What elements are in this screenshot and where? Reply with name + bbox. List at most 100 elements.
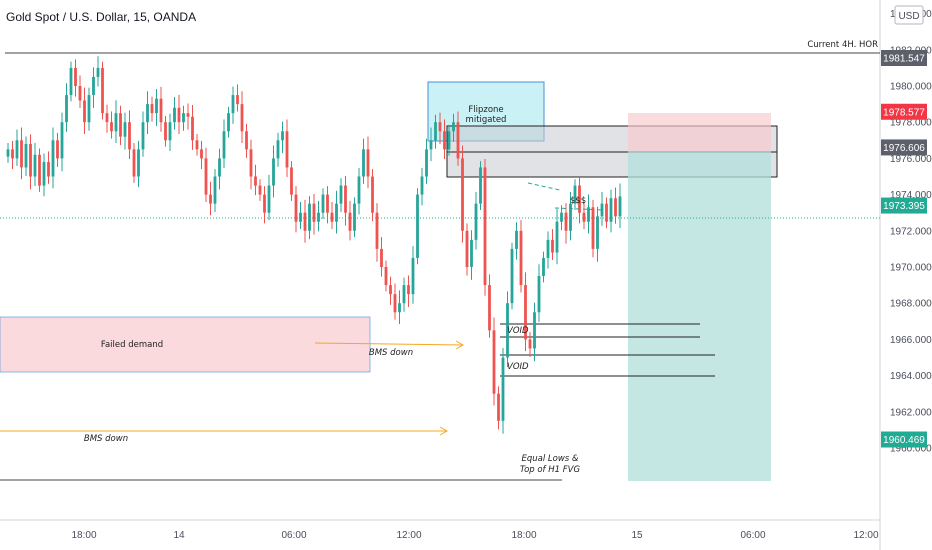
x-tick-label: 15: [631, 530, 643, 541]
candle: [177, 94, 181, 134]
candle: [348, 200, 352, 241]
candle: [528, 331, 532, 357]
candle: [231, 86, 235, 124]
candle-body: [186, 113, 190, 117]
candle: [425, 138, 428, 184]
candle-body: [254, 176, 257, 186]
candle: [569, 191, 572, 241]
candle: [101, 61, 104, 120]
flipzone-label-2: mitigated: [466, 115, 507, 125]
candles[interactable]: [6, 56, 622, 434]
candle-body: [600, 203, 604, 217]
candle: [146, 91, 149, 134]
candle-body: [263, 194, 266, 213]
candle: [456, 111, 460, 166]
candle: [272, 145, 275, 198]
candle-body: [11, 149, 14, 159]
position-target-zone[interactable]: [628, 152, 771, 481]
candle-body: [159, 98, 163, 123]
y-tick-label: 1960.000: [890, 444, 932, 455]
candle-body: [33, 154, 37, 177]
candle: [533, 302, 536, 362]
price-tags: 1981.547 1978.577 1976.606 1973.395 1960.469: [881, 49, 927, 448]
candle: [47, 151, 50, 184]
candle-body: [569, 203, 572, 231]
candle-body: [258, 185, 262, 195]
candle: [596, 206, 599, 262]
candle: [213, 169, 217, 213]
y-tick-label: 1978.000: [890, 118, 932, 129]
price-tag-label: 1981.547: [883, 53, 925, 64]
candle: [249, 139, 253, 190]
price-tag: 1976.606: [881, 139, 927, 156]
bms-down-label-1: BMS down: [369, 348, 413, 358]
candle-body: [105, 113, 109, 123]
failed-demand-zone[interactable]: [0, 316, 371, 373]
candle: [56, 132, 59, 167]
candle-body: [195, 140, 199, 150]
candle: [254, 164, 257, 196]
y-tick-label: 1970.000: [890, 263, 932, 274]
candle-body: [353, 203, 356, 231]
candle: [83, 87, 86, 134]
candle-body: [240, 104, 244, 132]
candle: [159, 86, 163, 132]
candle-body: [24, 143, 28, 168]
x-axis-ticks: 18:00 14 06:00 12:00 18:00 15 06:00 12:00: [71, 530, 878, 541]
price-tag-bg: [881, 139, 927, 156]
candle: [96, 56, 100, 87]
candle: [60, 112, 64, 172]
candle-body: [83, 100, 86, 123]
candle-body: [339, 185, 343, 204]
candle-body: [371, 176, 374, 213]
candle-body: [443, 131, 446, 150]
candle-body: [510, 248, 514, 304]
candle-body: [245, 131, 248, 150]
candle: [24, 136, 28, 176]
candle: [492, 317, 496, 406]
liquidity-dashed-line-1: [527, 182, 561, 191]
candle-body: [227, 113, 230, 132]
price-tag-bg: [881, 49, 927, 66]
y-tick-label: 1976.000: [890, 154, 932, 165]
candle-body: [524, 285, 527, 340]
candle-body: [452, 122, 455, 132]
candle-body: [407, 285, 410, 295]
candle-body: [411, 257, 415, 295]
candle: [366, 136, 370, 189]
candle: [87, 87, 91, 131]
candle-body: [483, 167, 487, 286]
bms-down-label-2: BMS down: [84, 434, 128, 444]
candle-body: [465, 230, 469, 267]
candle: [164, 115, 167, 147]
candle-body: [96, 67, 100, 77]
candle: [483, 158, 487, 296]
candle: [195, 133, 199, 156]
candle-body: [38, 154, 41, 186]
candle: [474, 191, 478, 250]
candle-body: [375, 212, 379, 249]
candle: [186, 103, 190, 130]
position-stop-zone[interactable]: [628, 113, 771, 152]
candle: [506, 291, 509, 368]
price-tag: 1960.469: [881, 431, 927, 448]
candle: [555, 208, 559, 265]
candle: [123, 112, 127, 150]
candle: [236, 84, 239, 112]
candle-body: [69, 67, 73, 96]
candle: [609, 189, 613, 233]
candle-body: [497, 393, 500, 421]
candle: [519, 220, 523, 293]
candle: [393, 283, 397, 320]
x-tick-label: 14: [173, 530, 185, 541]
candle: [452, 113, 455, 142]
candle-body: [312, 203, 316, 222]
candle: [384, 260, 388, 292]
candle-body: [299, 212, 302, 222]
x-tick-label: 06:00: [281, 530, 306, 541]
candle-body: [456, 122, 460, 159]
currency-box[interactable]: [894, 5, 924, 25]
y-tick-label: 1972.000: [890, 226, 932, 237]
price-tag: 1973.395: [881, 197, 927, 214]
